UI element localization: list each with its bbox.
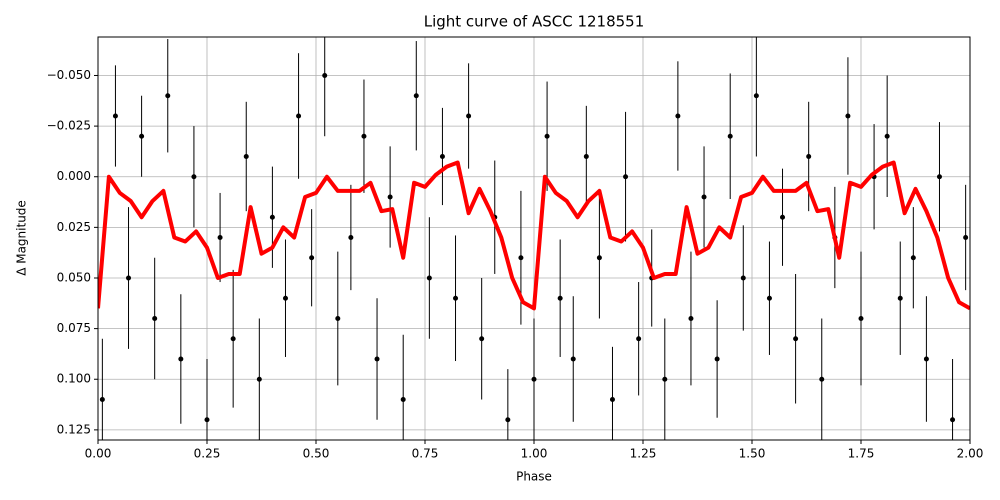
- y-tick-label: −0.025: [47, 119, 91, 133]
- y-tick-label: 0.075: [57, 321, 91, 335]
- x-tick-label: 2.00: [957, 447, 984, 461]
- data-point: [505, 417, 511, 423]
- y-tick-label: 0.025: [57, 220, 91, 234]
- data-point: [217, 234, 223, 240]
- data-point: [269, 214, 275, 220]
- data-point: [439, 153, 445, 159]
- data-point: [780, 214, 786, 220]
- data-point: [531, 376, 537, 382]
- data-point: [374, 356, 380, 362]
- data-point: [819, 376, 825, 382]
- data-point: [583, 153, 589, 159]
- data-point: [322, 72, 328, 78]
- data-point: [178, 356, 184, 362]
- y-tick-label: 0.050: [57, 270, 91, 284]
- data-point: [165, 93, 171, 99]
- data-point: [282, 295, 288, 301]
- data-point: [897, 295, 903, 301]
- data-point: [753, 93, 759, 99]
- data-point: [910, 255, 916, 261]
- data-point: [845, 113, 851, 119]
- data-point: [688, 315, 694, 321]
- data-point: [426, 275, 432, 281]
- y-tick-label: −0.050: [47, 68, 91, 82]
- data-point: [126, 275, 132, 281]
- data-point: [335, 315, 341, 321]
- data-point: [479, 336, 485, 342]
- data-point: [256, 376, 262, 382]
- ticks: 0.00 0.25 0.50 0.75 1.00 1.25 1.50 1.75 2.00 −0.0…: [47, 68, 984, 461]
- data-point: [806, 153, 812, 159]
- x-tick-label: 0.25: [194, 447, 221, 461]
- y-tick-label: 0.125: [57, 422, 91, 436]
- x-tick-label: 1.00: [521, 447, 548, 461]
- data-point: [766, 295, 772, 301]
- data-point: [466, 113, 472, 119]
- data-point: [936, 174, 942, 180]
- data-point: [296, 113, 302, 119]
- data-point: [623, 174, 629, 180]
- data-point: [858, 315, 864, 321]
- data-point: [950, 417, 956, 423]
- data-point: [348, 234, 354, 240]
- y-tick-label: 0.000: [57, 169, 91, 183]
- data-point: [636, 336, 642, 342]
- data-point: [453, 295, 459, 301]
- data-point: [413, 93, 419, 99]
- data-point: [727, 133, 733, 139]
- data-point: [544, 133, 550, 139]
- data-point: [139, 133, 145, 139]
- data-point: [243, 153, 249, 159]
- chart-title: Light curve of ASCC 1218551: [424, 13, 645, 31]
- data-point: [570, 356, 576, 362]
- data-point: [714, 356, 720, 362]
- data-point: [191, 174, 197, 180]
- data-point: [923, 356, 929, 362]
- data-point: [400, 396, 406, 402]
- data-point: [963, 234, 969, 240]
- x-tick-label: 1.75: [848, 447, 875, 461]
- smoothed-curve: [98, 160, 970, 311]
- x-tick-label: 1.50: [739, 447, 766, 461]
- y-tick-label: 0.100: [57, 372, 91, 386]
- data-point: [152, 315, 158, 321]
- x-tick-label: 1.25: [630, 447, 657, 461]
- data-point: [596, 255, 602, 261]
- data-point: [518, 255, 524, 261]
- data-point: [675, 113, 681, 119]
- data-point: [793, 336, 799, 342]
- data-point: [230, 336, 236, 342]
- data-point: [884, 133, 890, 139]
- data-point: [557, 295, 563, 301]
- data-point: [609, 396, 615, 402]
- plot-area: [98, 37, 970, 440]
- data-point: [387, 194, 393, 200]
- data-point: [701, 194, 707, 200]
- data-point: [662, 376, 668, 382]
- data-point: [99, 396, 105, 402]
- x-tick-label: 0.75: [412, 447, 439, 461]
- y-axis-label: Δ Magnitude: [15, 200, 29, 276]
- data-point: [740, 275, 746, 281]
- data-point: [361, 133, 367, 139]
- x-tick-label: 0.50: [303, 447, 330, 461]
- x-tick-label: 0.00: [85, 447, 112, 461]
- data-point: [204, 417, 210, 423]
- data-point: [309, 255, 315, 261]
- x-axis-label: Phase: [516, 470, 552, 484]
- data-point: [112, 113, 118, 119]
